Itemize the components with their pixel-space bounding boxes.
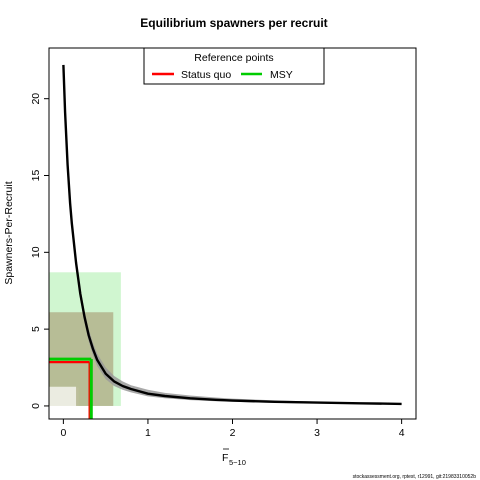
y-tick-label-15: 15: [30, 170, 42, 182]
x-axis-label-sub: 5−10: [229, 458, 246, 467]
y-tick-label-5: 5: [30, 326, 42, 332]
y-tick-label-20: 20: [30, 93, 42, 105]
x-tick-label-4: 4: [399, 427, 405, 439]
x-axis-label: F 5−10: [222, 448, 246, 467]
x-tick-label-3: 3: [314, 427, 320, 439]
ci-inner-status-quo: [49, 386, 77, 419]
y-tick-label-10: 10: [30, 246, 42, 258]
x-axis: 0 1 2 3 4: [60, 419, 405, 439]
y-axis: 0 5 10 15 20: [30, 93, 49, 409]
chart-title: Equilibrium spawners per recruit: [140, 16, 327, 30]
y-tick-label-0: 0: [30, 403, 42, 409]
footer-text: stockassessment.org, rptest, r12991, git…: [353, 474, 477, 480]
plot-area: [49, 64, 402, 419]
ref-point-status-quo: [49, 361, 91, 419]
legend: Reference points Status quo MSY: [143, 47, 325, 85]
x-tick-label-0: 0: [60, 427, 66, 439]
legend-label-msy: MSY: [270, 69, 293, 81]
y-axis-label: Spawners-Per-Recruit: [3, 181, 15, 284]
x-tick-label-1: 1: [145, 427, 151, 439]
legend-label-status-quo: Status quo: [181, 69, 231, 81]
x-axis-label-main: F: [222, 452, 228, 464]
legend-box: [143, 47, 325, 85]
legend-title: Reference points: [194, 52, 273, 64]
spr-curve: [62, 64, 402, 406]
x-tick-label-2: 2: [230, 427, 236, 439]
ref-point-msy: [49, 357, 93, 419]
